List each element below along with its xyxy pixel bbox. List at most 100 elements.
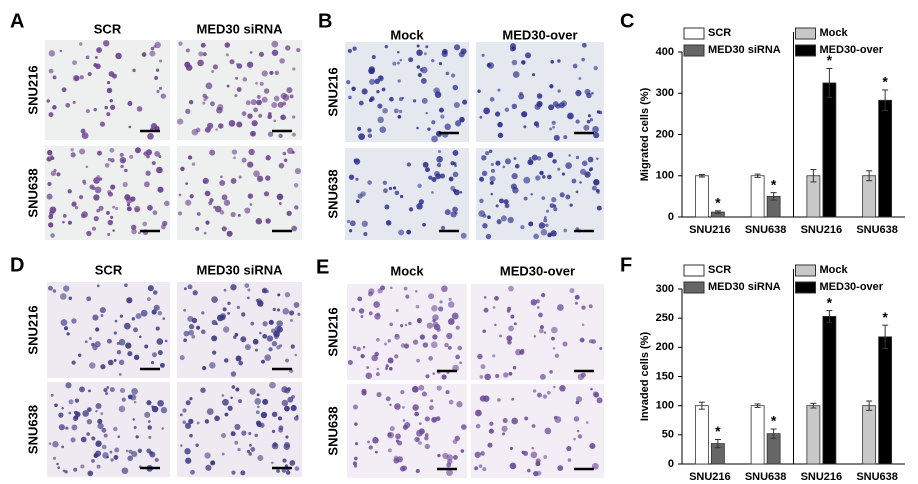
cell (84, 340, 88, 344)
cell (220, 314, 226, 321)
cell (110, 458, 114, 462)
cell (93, 62, 98, 68)
cell (261, 96, 268, 103)
cell (271, 49, 279, 57)
panel-label: C (620, 10, 634, 32)
cell (94, 341, 101, 348)
cell (441, 285, 448, 293)
column-label: MED30-over (502, 27, 577, 42)
cell (247, 113, 253, 119)
cell (455, 325, 460, 330)
cell (452, 206, 458, 213)
cell (128, 125, 132, 129)
cell (96, 464, 101, 469)
cell (416, 358, 420, 363)
bar (806, 405, 821, 465)
cell (546, 174, 552, 180)
cell (440, 225, 446, 230)
cell (221, 226, 227, 232)
cell (86, 230, 92, 237)
cell (244, 207, 251, 214)
cell (267, 131, 274, 137)
cell (158, 155, 162, 159)
cell (381, 87, 386, 92)
cell (524, 416, 529, 421)
cell (144, 411, 151, 418)
cell (276, 308, 281, 312)
legend-label: MED30 siRNA (708, 44, 781, 56)
cell (179, 413, 183, 417)
cell (488, 149, 493, 154)
legend-label: MED30-over (820, 44, 884, 56)
cell (400, 390, 405, 395)
cell (575, 396, 583, 403)
cell (431, 416, 438, 423)
cell (276, 469, 280, 473)
cell (179, 354, 185, 361)
cell (446, 469, 453, 476)
cell (260, 411, 268, 419)
cell (538, 328, 544, 334)
cell (424, 416, 430, 422)
cell (452, 455, 458, 460)
cell (431, 191, 434, 194)
cell (178, 193, 182, 197)
cell (221, 394, 225, 397)
cell (417, 183, 422, 189)
cell (177, 118, 184, 125)
cell (131, 388, 138, 395)
cell (531, 154, 538, 161)
cell (372, 437, 379, 444)
cell (279, 58, 285, 64)
cell (294, 466, 300, 471)
cell (368, 445, 373, 450)
cell (211, 319, 217, 326)
y-tick-label: 0 (668, 458, 674, 470)
cell (100, 314, 104, 317)
cell (100, 364, 106, 370)
cell (543, 331, 547, 334)
cell (591, 91, 594, 95)
cell (132, 68, 136, 73)
cell (581, 305, 586, 310)
micrograph (47, 382, 170, 477)
cell (479, 115, 483, 119)
cell (266, 290, 270, 293)
cell (287, 387, 291, 391)
cell (563, 135, 568, 140)
cell (502, 417, 508, 424)
cell (183, 338, 187, 343)
cell (500, 215, 507, 222)
cell (106, 338, 112, 344)
cell (121, 397, 126, 402)
cell (483, 296, 487, 299)
cell (153, 304, 160, 311)
cell (135, 435, 139, 439)
cell (47, 181, 52, 187)
cell (528, 221, 534, 227)
cell (236, 121, 243, 128)
cell (354, 456, 358, 461)
y-tick-label: 0 (668, 211, 674, 223)
cell (484, 373, 491, 381)
cell (487, 215, 491, 220)
cell (461, 424, 467, 430)
cell (357, 126, 362, 131)
cell (262, 333, 268, 339)
cell (254, 348, 258, 352)
cell (134, 207, 140, 213)
cell (349, 220, 356, 227)
cell (595, 188, 600, 193)
cell (348, 174, 355, 180)
column-label: SCR (95, 262, 123, 277)
cell (118, 372, 122, 376)
cell (437, 149, 442, 154)
cell (389, 426, 395, 432)
cell (97, 422, 104, 430)
cell (144, 344, 149, 349)
cell (394, 354, 399, 359)
cell (492, 306, 496, 309)
cell (230, 396, 233, 400)
cell (48, 214, 54, 220)
cell (368, 311, 373, 316)
